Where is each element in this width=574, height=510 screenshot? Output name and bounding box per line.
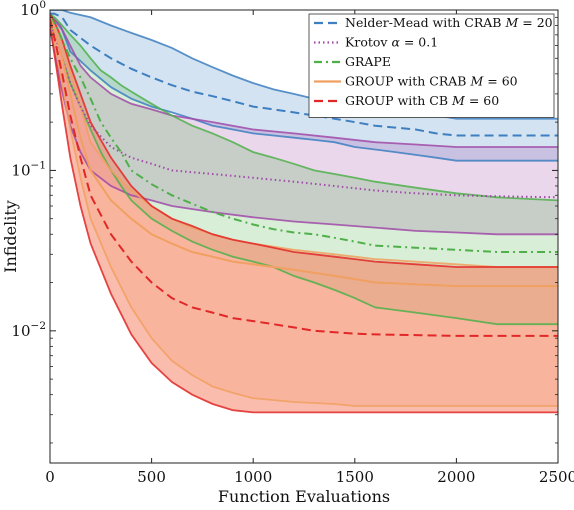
legend-label-0: Nelder-Mead with CRAB M = 20 <box>345 15 553 30</box>
y-tick-label: 100 <box>20 0 46 19</box>
y-tick-label: 10−1 <box>11 159 46 179</box>
y-axis-ticks: 100 10−1 10−2 <box>11 0 558 444</box>
median-line-series-4 <box>50 18 558 337</box>
x-axis-label: Function Evaluations <box>218 487 390 506</box>
plot-frame <box>49 9 559 464</box>
legend: Nelder-Mead with CRAB M = 20 Krotov α = 0… <box>308 13 555 118</box>
upper-bound-series-4 <box>50 13 558 268</box>
x-tick-label: 1000 <box>234 468 272 486</box>
upper-bound-series-1 <box>50 15 558 148</box>
x-tick-label: 500 <box>137 468 166 486</box>
x-tick-label: 0 <box>45 468 55 486</box>
y-axis-label: Infidelity <box>1 200 20 273</box>
x-tick-label: 2500 <box>539 468 574 486</box>
legend-label-4: GROUP with CB M = 60 <box>345 93 499 108</box>
x-tick-label: 2000 <box>437 468 475 486</box>
band-series-2 <box>50 13 558 325</box>
x-axis-ticks: 0 500 1000 1500 2000 2500 <box>45 10 574 486</box>
band-series-4 <box>50 13 558 413</box>
confidence-bands <box>50 10 558 413</box>
median-line-series-0 <box>50 12 558 137</box>
median-line-series-1 <box>50 20 558 199</box>
y-tick-label: 10−2 <box>11 320 46 340</box>
median-lines <box>50 12 558 337</box>
median-line-series-2 <box>50 16 558 253</box>
legend-box <box>308 13 555 118</box>
lower-bound-series-3 <box>50 21 558 407</box>
lower-bound-series-4 <box>50 25 558 414</box>
band-boundary-lines <box>50 10 558 414</box>
legend-label-3: GROUP with CRAB M = 60 <box>345 74 518 89</box>
median-line-series-3 <box>50 16 558 288</box>
band-series-1 <box>50 15 558 235</box>
band-series-0 <box>50 10 558 161</box>
x-tick-label: 1500 <box>336 468 374 486</box>
lower-bound-series-0 <box>50 17 558 162</box>
upper-bound-series-2 <box>50 12 558 202</box>
legend-label-2: GRAPE <box>345 54 391 69</box>
legend-label-1: Krotov α = 0.1 <box>345 35 438 50</box>
